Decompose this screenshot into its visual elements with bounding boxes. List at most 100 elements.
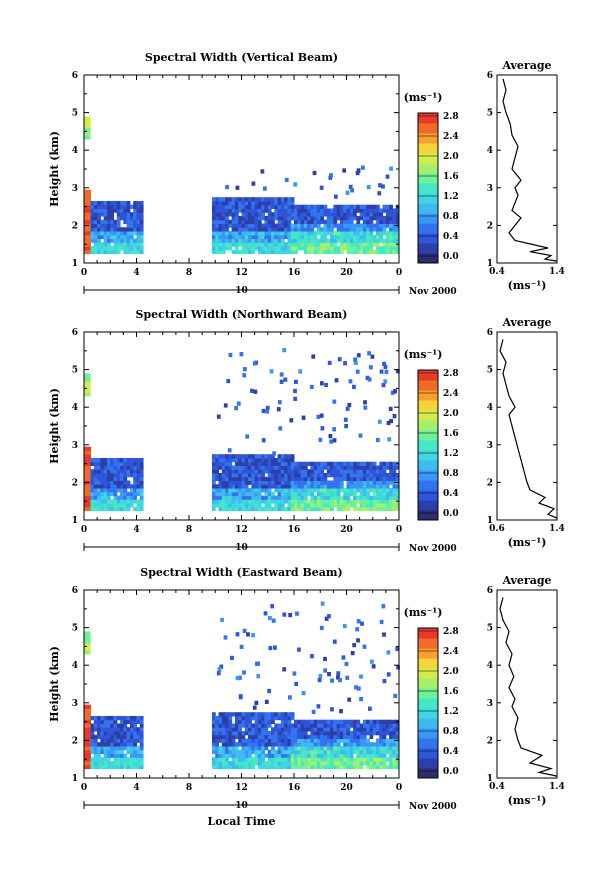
heatmap-cell <box>294 246 298 251</box>
heatmap-cell <box>294 234 298 240</box>
heatmap-cell <box>353 749 357 755</box>
heatmap-cell <box>234 219 239 225</box>
heatmap-cell <box>307 746 311 751</box>
heatmap-cell <box>234 506 239 512</box>
heatmap-cell <box>261 749 265 755</box>
heatmap-cell <box>307 761 311 766</box>
heatmap-cell <box>294 749 298 755</box>
heatmap-cell <box>123 465 128 470</box>
heatmap-cell <box>389 469 393 474</box>
heatmap-cell <box>241 742 246 747</box>
heatmap-cell <box>271 238 275 243</box>
heatmap-cell <box>300 506 305 512</box>
heatmap-cell <box>97 484 101 489</box>
heatmap-cell <box>103 764 108 770</box>
heatmap-cell <box>100 242 105 247</box>
heatmap-cell <box>333 749 338 755</box>
heatmap-cell <box>264 719 269 724</box>
heatmap-cell <box>133 499 137 504</box>
heatmap-cell <box>336 738 341 743</box>
heatmap-cell <box>254 738 259 743</box>
heatmap-cell <box>248 715 252 721</box>
heatmap-cell <box>303 238 308 243</box>
colorbar-swatch <box>418 243 438 254</box>
heatmap-cell <box>280 749 285 755</box>
heatmap-cell <box>284 197 288 202</box>
heatmap-cell <box>320 719 325 724</box>
heatmap-cell <box>369 208 374 213</box>
heatmap-cell <box>294 484 298 489</box>
heatmap-cell <box>326 249 331 255</box>
heatmap-cell <box>120 506 124 512</box>
heatmap-cell <box>261 506 265 512</box>
heatmap-cell <box>300 465 305 470</box>
heatmap-cell <box>133 764 137 770</box>
heatmap-cell <box>274 473 279 478</box>
heatmap-cell <box>211 484 216 489</box>
heatmap-cell <box>389 473 393 478</box>
heatmap-cell <box>336 488 341 493</box>
heatmap-cell <box>372 488 377 493</box>
heatmap-cell <box>257 757 262 762</box>
heatmap-cell <box>372 719 377 724</box>
heatmap-cell <box>234 242 239 247</box>
heatmap-cell <box>339 757 344 762</box>
heatmap-cell <box>225 499 229 504</box>
heatmap-cell <box>277 488 282 493</box>
heatmap-cell <box>356 764 361 770</box>
heatmap-cell <box>287 719 292 724</box>
heatmap-cell <box>307 484 311 489</box>
heatmap-cell <box>218 499 223 504</box>
heatmap-cell <box>271 212 275 217</box>
heatmap-cell <box>84 204 92 209</box>
heatmap-cell <box>97 476 101 482</box>
heatmap-cell <box>320 757 325 762</box>
heatmap-cell <box>264 699 269 705</box>
heatmap-cell <box>261 473 265 478</box>
heatmap-cell <box>277 753 282 758</box>
heatmap-cell <box>97 495 101 500</box>
heatmap-cell <box>103 469 108 474</box>
heatmap-cell <box>366 764 370 770</box>
heatmap-cell <box>120 473 124 478</box>
heatmap-cell <box>225 454 229 459</box>
heatmap-cell <box>280 238 285 243</box>
heatmap-cell <box>362 473 367 478</box>
heatmap-cell <box>257 484 262 489</box>
heatmap-cell <box>330 746 334 751</box>
heatmap-cell <box>106 204 111 209</box>
heatmap-cell <box>254 216 259 221</box>
heatmap-cell <box>376 727 380 732</box>
heatmap-cell <box>251 197 256 202</box>
heatmap-cell <box>377 419 382 424</box>
heatmap-cell <box>336 746 341 751</box>
heatmap-cell <box>93 506 98 512</box>
heatmap-cell <box>280 234 285 240</box>
heatmap-cell <box>336 761 341 766</box>
heatmap-cell <box>376 753 380 758</box>
heatmap-cell <box>362 491 367 497</box>
heatmap-cell <box>84 484 92 489</box>
heatmap-cell <box>120 764 124 770</box>
heatmap-cell <box>238 238 242 243</box>
heatmap-cell <box>100 204 105 209</box>
heatmap-cell <box>366 246 370 251</box>
heatmap-cell <box>356 208 361 213</box>
heatmap-cell <box>100 246 105 251</box>
heatmap-cell <box>248 503 252 508</box>
heatmap-cell <box>320 491 325 497</box>
heatmap-cell <box>316 223 321 228</box>
profile-line <box>502 78 558 262</box>
heatmap-cell <box>297 469 302 474</box>
heatmap-cell <box>274 761 279 766</box>
heatmap-cell <box>254 197 259 202</box>
heatmap-cell <box>113 204 118 209</box>
heatmap-cell <box>120 731 124 736</box>
heatmap-cell <box>129 461 134 466</box>
heatmap-cell <box>339 709 343 714</box>
heatmap-cell <box>385 738 390 743</box>
heatmap-cell <box>303 223 308 228</box>
heatmap-cell <box>389 742 393 747</box>
heatmap-cell <box>356 749 361 755</box>
heatmap-cell <box>221 469 226 474</box>
